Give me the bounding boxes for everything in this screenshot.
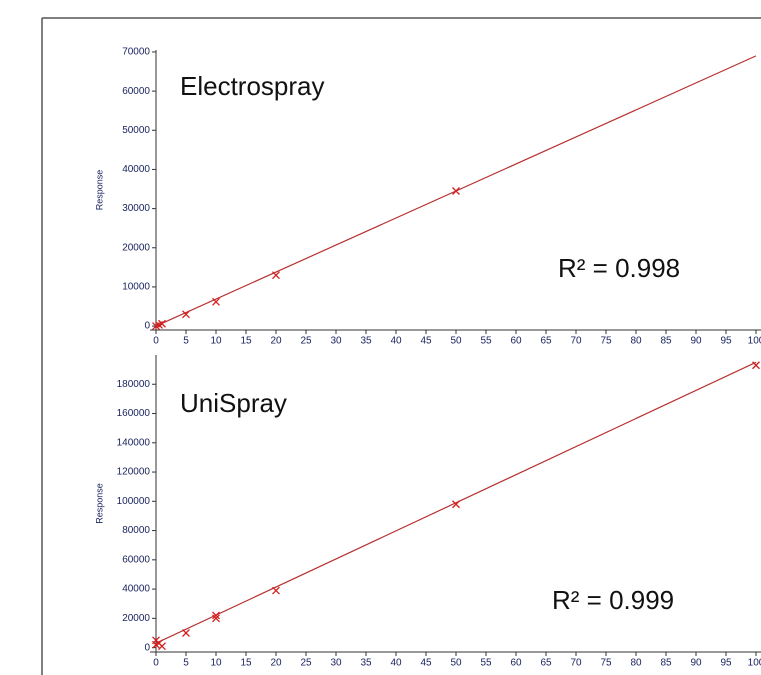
y-tick-label: 40000	[122, 584, 150, 595]
x-tick-label: 60	[510, 336, 522, 347]
annotation: Electrospray	[180, 71, 325, 101]
x-tick-label: 50	[450, 336, 462, 347]
x-tick-label: 30	[330, 336, 342, 347]
annotation: UniSpray	[180, 388, 287, 418]
y-tick-label: 0	[144, 642, 150, 653]
data-point	[272, 271, 280, 280]
x-tick-label: 65	[540, 658, 552, 669]
y-tick-label: 60000	[122, 554, 150, 565]
y-tick-label: 180000	[117, 379, 151, 390]
x-tick-label: 5	[183, 336, 189, 347]
y-tick-label: 60000	[122, 86, 150, 97]
x-tick-label: 55	[480, 658, 492, 669]
data-point	[452, 187, 460, 195]
x-tick-label: 50	[450, 658, 462, 669]
x-tick-label: 15	[240, 658, 252, 669]
y-tick-label: 30000	[122, 203, 150, 214]
x-tick-label: 20	[270, 336, 282, 347]
x-tick-label: 35	[360, 658, 372, 669]
y-tick-label: 20000	[122, 613, 150, 624]
x-tick-label: 60	[510, 658, 522, 669]
y-tick-label: 70000	[122, 47, 150, 58]
x-tick-label: 85	[660, 658, 672, 669]
x-tick-label: 10	[210, 658, 222, 669]
r2-annotation: R² = 0.999	[552, 585, 674, 615]
y-tick-label: 0	[144, 321, 150, 332]
y-tick-label: 120000	[117, 467, 151, 478]
y-axis-label: Response	[94, 483, 104, 524]
x-tick-label: 35	[360, 336, 372, 347]
data-point	[158, 642, 166, 651]
data-point	[182, 310, 190, 319]
data-point	[212, 611, 220, 620]
x-tick-label: 15	[240, 336, 252, 347]
data-point	[452, 500, 460, 509]
x-tick-label: 55	[480, 336, 492, 347]
y-tick-label: 40000	[122, 164, 150, 175]
x-tick-label: 80	[630, 336, 642, 347]
x-tick-label: 20	[270, 658, 282, 669]
x-tick-label: 40	[390, 658, 402, 669]
x-tick-label: 70	[570, 658, 582, 669]
x-tick-label: 95	[720, 658, 732, 669]
x-tick-label: 100	[748, 658, 761, 669]
x-tick-label: 0	[153, 336, 159, 347]
y-tick-label: 80000	[122, 525, 150, 536]
x-tick-label: 65	[540, 336, 552, 347]
x-tick-label: 95	[720, 336, 732, 347]
x-tick-label: 90	[690, 658, 702, 669]
y-tick-label: 100000	[117, 496, 151, 507]
x-tick-label: 40	[390, 336, 402, 347]
x-tick-label: 85	[660, 336, 672, 347]
data-point	[272, 586, 280, 595]
x-tick-label: 45	[420, 336, 432, 347]
x-tick-label: 75	[600, 658, 612, 669]
x-tick-label: 80	[630, 658, 642, 669]
x-tick-label: 45	[420, 658, 432, 669]
x-tick-label: 25	[300, 336, 312, 347]
y-tick-label: 160000	[117, 408, 151, 419]
data-point	[752, 361, 760, 370]
y-tick-label: 50000	[122, 125, 150, 136]
x-tick-label: 100	[748, 336, 761, 347]
y-tick-label: 20000	[122, 242, 150, 253]
data-point	[182, 629, 190, 637]
y-tick-label: 10000	[122, 282, 150, 293]
y-axis-label: Response	[94, 170, 104, 211]
x-tick-label: 30	[330, 658, 342, 669]
x-tick-label: 10	[210, 336, 222, 347]
x-tick-label: 25	[300, 658, 312, 669]
x-tick-label: 75	[600, 336, 612, 347]
fit-line	[155, 361, 757, 644]
x-tick-label: 0	[153, 658, 159, 669]
data-point	[158, 319, 166, 328]
y-tick-label: 140000	[117, 437, 151, 448]
data-point	[212, 297, 220, 306]
r2-annotation: R² = 0.998	[558, 253, 680, 283]
x-tick-label: 5	[183, 658, 189, 669]
x-tick-label: 90	[690, 336, 702, 347]
x-tick-label: 70	[570, 336, 582, 347]
data-point	[212, 614, 220, 623]
